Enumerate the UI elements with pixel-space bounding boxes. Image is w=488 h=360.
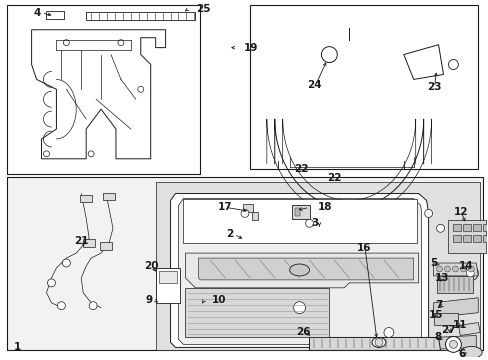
Circle shape: [436, 266, 442, 272]
Polygon shape: [309, 337, 440, 350]
Polygon shape: [433, 336, 475, 349]
Bar: [433, 312, 457, 325]
Text: 20: 20: [143, 261, 158, 271]
Bar: [452, 224, 460, 231]
Text: 27: 27: [441, 324, 455, 334]
Text: 13: 13: [434, 273, 448, 283]
Bar: [155, 182, 479, 350]
Text: 22: 22: [294, 164, 308, 174]
Polygon shape: [433, 263, 477, 276]
Circle shape: [444, 266, 449, 272]
Circle shape: [293, 302, 305, 314]
Circle shape: [63, 40, 69, 46]
Circle shape: [62, 259, 70, 267]
Ellipse shape: [289, 264, 309, 276]
Text: 22: 22: [326, 173, 341, 183]
Circle shape: [57, 302, 65, 310]
Text: 12: 12: [452, 207, 467, 217]
Bar: [291, 206, 309, 219]
Circle shape: [43, 151, 49, 157]
Polygon shape: [198, 258, 413, 280]
Bar: [86, 12, 195, 20]
Bar: [294, 208, 299, 216]
Circle shape: [321, 47, 337, 63]
Text: 15: 15: [428, 310, 442, 320]
Bar: [482, 235, 488, 242]
Text: 21: 21: [74, 236, 89, 246]
Polygon shape: [433, 298, 477, 318]
Bar: [83, 239, 95, 247]
Polygon shape: [32, 30, 165, 159]
Polygon shape: [185, 253, 418, 288]
Text: 3: 3: [311, 218, 318, 228]
Circle shape: [89, 302, 97, 310]
Bar: [7, 177, 482, 350]
Ellipse shape: [459, 346, 481, 358]
Text: 6: 6: [457, 349, 465, 359]
Bar: [463, 235, 470, 242]
Bar: [472, 224, 480, 231]
Polygon shape: [436, 276, 472, 293]
Circle shape: [451, 266, 457, 272]
Text: 2: 2: [225, 229, 233, 239]
Circle shape: [88, 151, 94, 157]
Text: 10: 10: [212, 295, 226, 305]
Circle shape: [374, 338, 382, 346]
Circle shape: [47, 279, 55, 287]
Bar: [452, 235, 460, 242]
Bar: [472, 235, 480, 242]
Bar: [249, 5, 477, 169]
Circle shape: [424, 210, 432, 217]
Text: 11: 11: [451, 320, 466, 329]
Text: 9: 9: [145, 295, 153, 305]
Circle shape: [448, 341, 456, 348]
Text: 5: 5: [430, 258, 437, 268]
Circle shape: [436, 224, 444, 232]
Polygon shape: [403, 45, 443, 80]
Bar: [482, 224, 488, 231]
Bar: [183, 198, 416, 243]
Text: 25: 25: [196, 4, 210, 14]
Text: 4: 4: [34, 8, 41, 18]
Text: 24: 24: [307, 80, 322, 90]
Circle shape: [462, 265, 477, 281]
Circle shape: [447, 59, 457, 69]
Polygon shape: [178, 198, 421, 345]
Bar: [80, 194, 92, 202]
Circle shape: [118, 40, 123, 46]
Bar: [158, 271, 176, 283]
Circle shape: [459, 266, 466, 272]
Text: 18: 18: [317, 202, 331, 212]
Circle shape: [468, 266, 473, 272]
Bar: [100, 242, 112, 250]
Bar: [46, 11, 64, 19]
Polygon shape: [447, 220, 485, 253]
Text: 16: 16: [356, 243, 371, 253]
Bar: [463, 224, 470, 231]
Circle shape: [445, 337, 460, 352]
Text: 1: 1: [14, 342, 21, 352]
Ellipse shape: [371, 337, 385, 347]
Circle shape: [241, 210, 248, 217]
Circle shape: [466, 269, 473, 277]
Text: 17: 17: [218, 202, 232, 212]
Text: 23: 23: [426, 82, 440, 93]
Polygon shape: [170, 194, 428, 347]
Bar: [155, 268, 180, 303]
Polygon shape: [457, 323, 479, 336]
Text: 19: 19: [244, 42, 258, 53]
Circle shape: [305, 219, 313, 227]
Bar: [103, 193, 115, 201]
Bar: [243, 204, 252, 212]
Bar: [185, 288, 329, 337]
Circle shape: [383, 328, 393, 337]
Text: 14: 14: [457, 261, 472, 271]
Bar: [251, 212, 257, 220]
Bar: [7, 5, 200, 174]
Text: 7: 7: [435, 300, 442, 310]
Circle shape: [138, 86, 143, 92]
Text: 8: 8: [434, 332, 441, 342]
Text: 26: 26: [296, 327, 310, 337]
